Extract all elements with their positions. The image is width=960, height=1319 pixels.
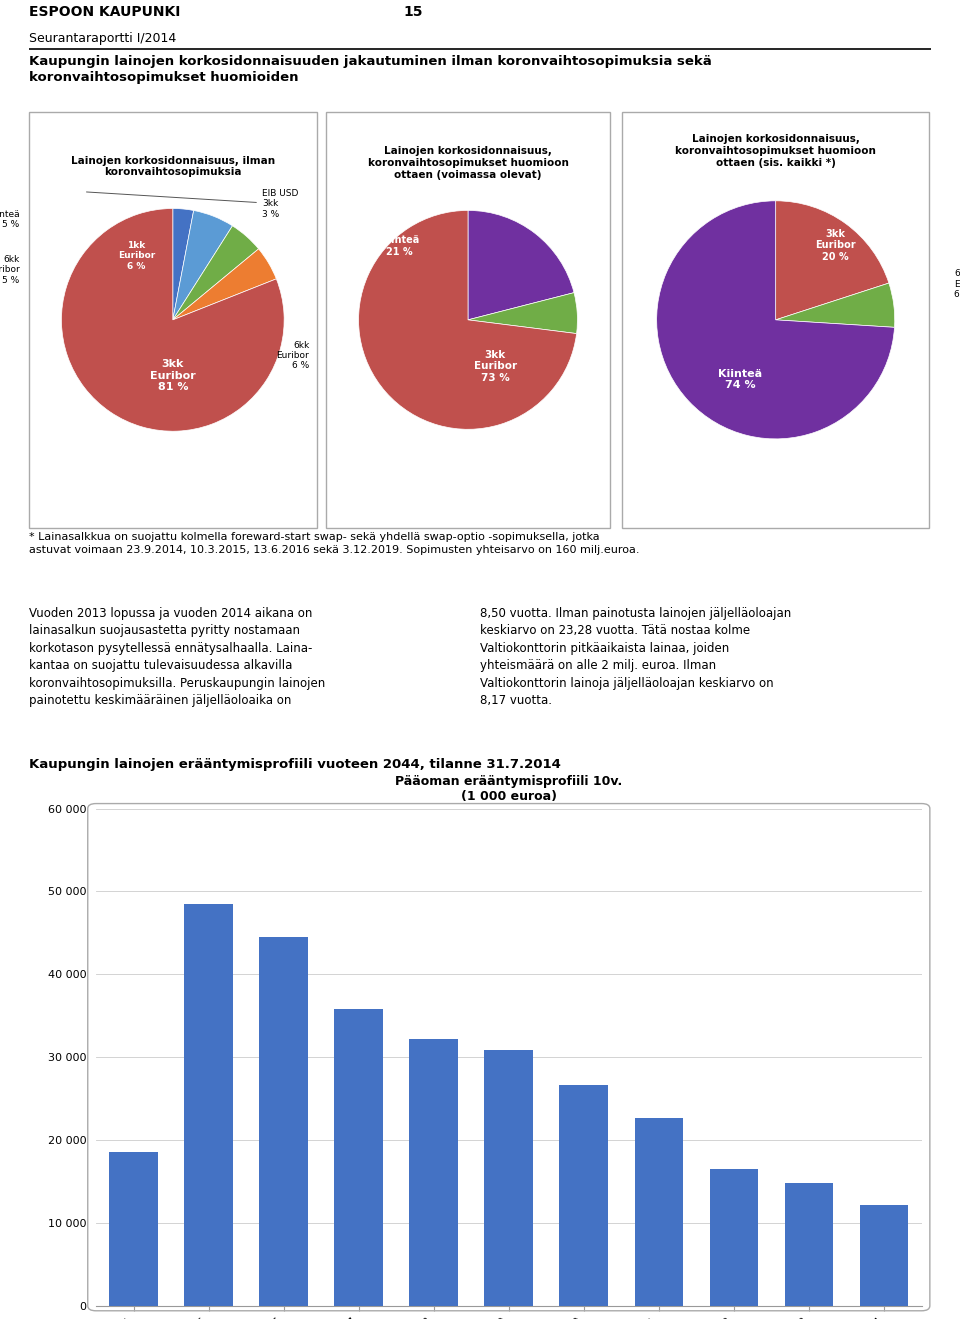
Title: Lainojen korkosidonnaisuus,
koronvaihtosopimukset huomioon
ottaen (voimassa olev: Lainojen korkosidonnaisuus, koronvaihtos… (368, 146, 568, 179)
Wedge shape (468, 293, 578, 334)
Wedge shape (776, 284, 895, 327)
Text: * Lainasalkkua on suojattu kolmella foreward-start swap- sekä yhdellä swap-optio: * Lainasalkkua on suojattu kolmella fore… (29, 532, 639, 555)
Bar (259, 936, 308, 1306)
Text: 3kk
Euribor
20 %: 3kk Euribor 20 % (815, 230, 855, 262)
Text: Kaupungin lainojen korkosidonnaisuuden jakautuminen ilman koronvaihtosopimuksia : Kaupungin lainojen korkosidonnaisuuden j… (29, 55, 711, 84)
Bar (485, 1050, 533, 1306)
Text: 6kk
Euribor
6 %: 6kk Euribor 6 % (954, 269, 960, 299)
Wedge shape (359, 211, 577, 429)
Text: Kiinteä
21 %: Kiinteä 21 % (380, 235, 420, 257)
Wedge shape (173, 211, 232, 319)
Text: 6kk
Euribor
6 %: 6kk Euribor 6 % (276, 340, 309, 371)
Bar (334, 1009, 383, 1306)
Title: Lainojen korkosidonnaisuus,
koronvaihtosopimukset huomioon
ottaen (sis. kaikki *: Lainojen korkosidonnaisuus, koronvaihtos… (675, 135, 876, 168)
Text: 3kk
Euribor
73 %: 3kk Euribor 73 % (474, 350, 516, 383)
Bar (784, 1183, 833, 1306)
Text: Kiinteä
74 %: Kiinteä 74 % (718, 368, 762, 390)
Wedge shape (61, 208, 284, 431)
Title: Lainojen korkosidonnaisuus, ilman
koronvaihtosopimuksia: Lainojen korkosidonnaisuus, ilman koronv… (71, 156, 275, 177)
Text: Kiinteä
5 %: Kiinteä 5 % (0, 210, 20, 230)
Bar (109, 1153, 157, 1306)
Wedge shape (776, 200, 889, 319)
Text: 6kk
Euribor
5 %: 6kk Euribor 5 % (0, 255, 20, 285)
Bar (560, 1084, 609, 1306)
Bar (709, 1169, 758, 1306)
Bar (860, 1204, 908, 1306)
Wedge shape (173, 249, 276, 319)
Wedge shape (657, 200, 895, 439)
Text: 15: 15 (403, 5, 422, 20)
Title: Pääoman erääntymisprofiili 10v.
(1 000 euroa): Pääoman erääntymisprofiili 10v. (1 000 e… (396, 776, 622, 803)
Bar (409, 1039, 458, 1306)
Text: 8,50 vuotta. Ilman painotusta lainojen jäljelläoloajan
keskiarvo on 23,28 vuotta: 8,50 vuotta. Ilman painotusta lainojen j… (480, 607, 791, 707)
Text: 3kk
Euribor
81 %: 3kk Euribor 81 % (150, 359, 196, 392)
Bar (635, 1117, 684, 1306)
Text: 1kk
Euribor
6 %: 1kk Euribor 6 % (118, 241, 156, 270)
Text: ESPOON KAUPUNKI: ESPOON KAUPUNKI (29, 5, 180, 20)
Wedge shape (468, 211, 574, 321)
Text: Seurantaraportti I/2014: Seurantaraportti I/2014 (29, 32, 176, 45)
Bar (184, 904, 233, 1306)
Text: Vuoden 2013 lopussa ja vuoden 2014 aikana on
lainasalkun suojausastetta pyritty : Vuoden 2013 lopussa ja vuoden 2014 aikan… (29, 607, 325, 707)
Wedge shape (173, 208, 194, 319)
Text: EIB USD
3kk
3 %: EIB USD 3kk 3 % (86, 189, 299, 219)
Wedge shape (173, 226, 258, 319)
Text: Kaupungin lainojen erääntymisprofiili vuoteen 2044, tilanne 31.7.2014: Kaupungin lainojen erääntymisprofiili vu… (29, 758, 561, 772)
